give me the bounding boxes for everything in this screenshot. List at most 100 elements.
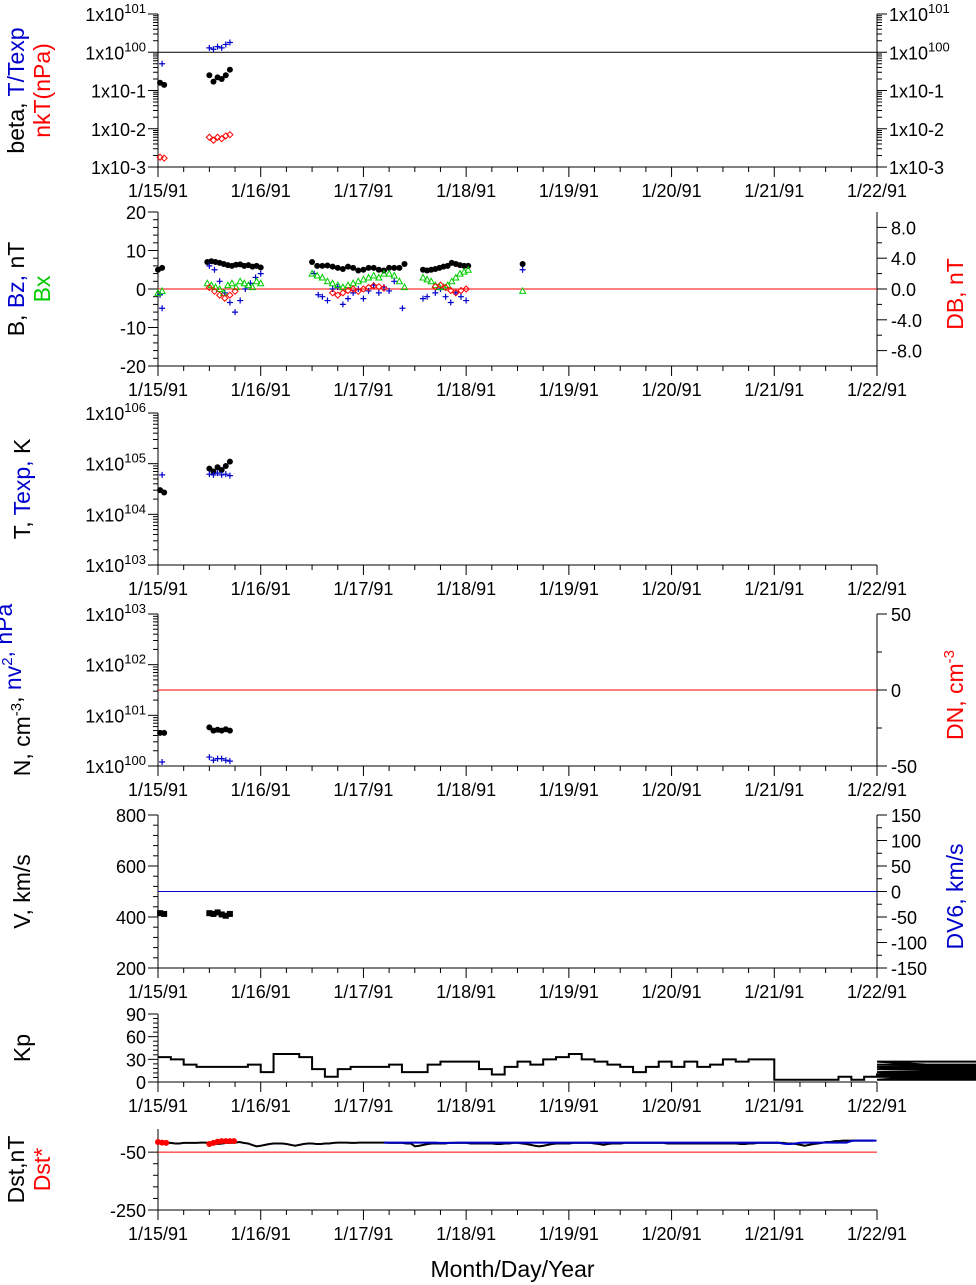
- data-point: [206, 72, 213, 79]
- data-point: [226, 1138, 233, 1145]
- data-point: [217, 134, 226, 143]
- y-tick-label-right: 1x10-2: [889, 120, 944, 140]
- data-point: [203, 279, 212, 287]
- data-point: [210, 287, 219, 296]
- series-nv2: [159, 754, 233, 765]
- data-point: [206, 471, 213, 478]
- data-point: [226, 910, 233, 917]
- data-point: [399, 305, 406, 312]
- data-point: [240, 279, 249, 287]
- data-point: [206, 910, 213, 917]
- data-point: [226, 291, 234, 299]
- data-point: [385, 269, 393, 277]
- data-point: [222, 471, 229, 478]
- data-point: [375, 289, 382, 296]
- x-tick-label: 1/16/91: [231, 1224, 291, 1244]
- x-tick-label: 1/19/91: [539, 1096, 599, 1116]
- x-tick-label: 1/22/91: [847, 181, 907, 201]
- data-point: [334, 264, 341, 271]
- data-point: [213, 133, 222, 141]
- data-point: [313, 271, 322, 279]
- data-point: [218, 911, 225, 918]
- data-point: [218, 75, 225, 82]
- data-point: [159, 305, 166, 312]
- x-tick-label: 1/20/91: [642, 579, 702, 599]
- y-tick-label: 1x10104: [85, 501, 146, 525]
- y-tick-label-right: -100: [891, 934, 927, 954]
- data-point: [441, 283, 450, 292]
- panel-V: 200 400 600 800 -150 -100 -50 0 50 100 150 DV6, km/…: [9, 806, 968, 1002]
- y-tick-label: 1x10100: [85, 753, 146, 777]
- x-tick-label: 1/19/91: [539, 380, 599, 400]
- data-point: [159, 471, 166, 478]
- x-tick-label: 1/18/91: [436, 380, 496, 400]
- right-axis-label: DN, cm-3: [941, 650, 968, 740]
- y-tick-label: -10: [120, 319, 146, 339]
- data-point: [226, 299, 233, 306]
- data-point: [156, 153, 164, 161]
- right-axis-label: DB, nT: [942, 258, 968, 330]
- y-tick-label-right: 0: [891, 681, 901, 701]
- data-point: [386, 287, 393, 294]
- y-tick-label-right: -50: [891, 757, 917, 777]
- data-point: [159, 60, 166, 67]
- data-point: [206, 754, 213, 761]
- y-axis-label-2: Bx: [29, 275, 55, 302]
- data-point: [218, 44, 225, 51]
- data-point: [423, 275, 431, 283]
- data-point: [432, 289, 439, 296]
- y-tick-label: 1x10101: [85, 702, 146, 726]
- data-point: [222, 912, 229, 919]
- y-tick-label-right: 0: [891, 883, 901, 903]
- data-point: [226, 472, 233, 479]
- y-tick-label: 90: [126, 1005, 146, 1025]
- y-tick-label: 1x10106: [85, 400, 146, 424]
- y-tick-label: 1x10103: [85, 552, 146, 576]
- series-V: [157, 909, 233, 919]
- data-point: [231, 1138, 238, 1145]
- y-tick-label: -50: [120, 1143, 146, 1163]
- x-tick-label: 1/22/91: [847, 579, 907, 599]
- data-point: [211, 266, 218, 273]
- series-line: [158, 1053, 976, 1081]
- data-point: [447, 286, 455, 295]
- data-point: [315, 291, 322, 298]
- y-tick-label: 1x10102: [85, 652, 146, 676]
- data-point: [219, 288, 228, 296]
- x-tick-label: 1/18/91: [436, 181, 496, 201]
- x-tick-label: 1/16/91: [231, 181, 291, 201]
- y-axis-label: B, Bz, nT: [3, 242, 29, 337]
- data-point: [222, 41, 229, 48]
- data-point: [329, 286, 336, 292]
- data-point: [328, 289, 337, 297]
- x-tick-label: 1/20/91: [642, 1224, 702, 1244]
- panel-Dst: -250 -50 1/15/91 1/16/91 1/17/91 1/18/91 1/19/…: [3, 1129, 907, 1244]
- data-point: [334, 291, 342, 299]
- data-point: [345, 295, 352, 302]
- x-tick-label: 1/15/91: [128, 181, 188, 201]
- data-point: [308, 269, 316, 277]
- data-point: [214, 43, 221, 50]
- data-point: [463, 297, 470, 304]
- data-point: [452, 289, 459, 296]
- x-tick-label: 1/15/91: [128, 982, 188, 1002]
- data-point: [519, 260, 526, 267]
- data-point: [461, 262, 468, 269]
- data-point: [222, 72, 229, 79]
- x-tick-label: 1/17/91: [333, 780, 393, 800]
- x-tick-label: 1/18/91: [436, 579, 496, 599]
- data-point: [447, 299, 454, 306]
- data-point: [323, 277, 332, 285]
- data-point: [350, 264, 357, 271]
- y-tick-label: 1x10101: [85, 1, 146, 25]
- data-point: [222, 757, 229, 764]
- y-tick-label: 200: [116, 959, 146, 979]
- y-tick-label: 1x10-1: [91, 82, 146, 102]
- data-point: [359, 275, 368, 283]
- data-point: [163, 1139, 170, 1146]
- data-point: [157, 910, 164, 917]
- data-point: [318, 273, 327, 281]
- data-point: [226, 66, 233, 73]
- series-N: [157, 724, 233, 736]
- data-point: [210, 910, 217, 917]
